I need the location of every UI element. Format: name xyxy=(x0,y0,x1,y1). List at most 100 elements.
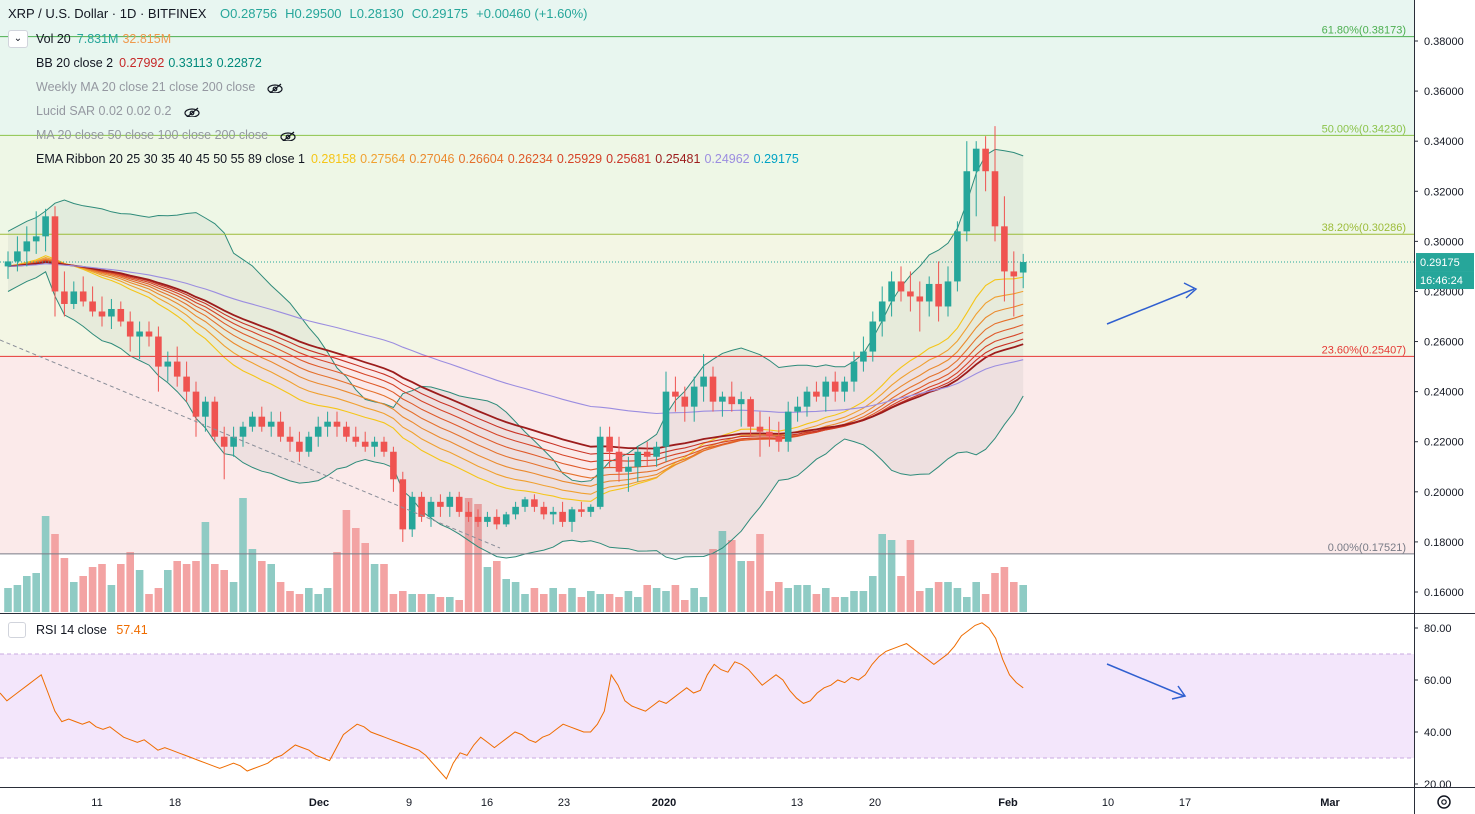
fib-zone xyxy=(0,135,1414,235)
indicator-name: EMA Ribbon 20 25 30 35 40 45 50 55 89 cl… xyxy=(36,152,305,166)
indicator-row[interactable]: Weekly MA 20 close 21 close 200 close xyxy=(36,78,283,96)
volume-bar xyxy=(126,552,134,612)
volume-bar xyxy=(502,579,510,612)
candle-body xyxy=(437,501,444,507)
rsi-line xyxy=(0,622,1024,780)
candle-body xyxy=(925,283,933,302)
volume-bar xyxy=(540,594,548,612)
rsi-axis[interactable]: 80.00 60.00 40.00 20.00 xyxy=(1414,623,1452,791)
candle-body xyxy=(126,321,134,337)
candle-body xyxy=(249,416,256,427)
volume-bar xyxy=(709,549,717,612)
volume-bar xyxy=(756,534,764,612)
candle-body xyxy=(1019,262,1027,273)
volume-bar xyxy=(51,534,59,612)
candle-body xyxy=(164,361,172,367)
ema-20-line xyxy=(7,255,1024,502)
candle-body xyxy=(756,426,764,432)
price-axis[interactable]: 0.38000 0.36000 0.34000 0.32000 0.30000 0.280… xyxy=(1414,0,1475,814)
volume-bar xyxy=(972,582,980,612)
volume-bar xyxy=(370,564,379,612)
candle-body xyxy=(202,401,209,417)
fib-label: 61.80%(0.38173) xyxy=(1322,25,1406,37)
volume-bar xyxy=(41,516,50,612)
indicator-row[interactable]: EMA Ribbon 20 25 30 35 40 45 50 55 89 cl… xyxy=(36,150,803,168)
fib-label: 0.00%(0.17521) xyxy=(1328,542,1406,554)
indicator-row[interactable]: BB 20 close 2 0.27992 0.33113 0.22872 xyxy=(36,54,266,72)
indicator-row[interactable]: MA 20 close 50 close 100 close 200 close xyxy=(36,126,296,144)
candle-body xyxy=(324,421,331,427)
indicator-value: 0.25481 xyxy=(655,152,701,166)
candle-body xyxy=(907,291,914,297)
volume-bar xyxy=(70,582,78,612)
candle-body xyxy=(991,171,999,227)
indicator-value: 0.26234 xyxy=(507,152,553,166)
candle-body xyxy=(982,148,989,172)
candle-body xyxy=(606,436,613,452)
candle-body xyxy=(108,308,115,317)
low-value: L0.28130 xyxy=(349,6,404,21)
candle-body xyxy=(794,406,801,412)
candle-body xyxy=(549,511,557,515)
volume-bar xyxy=(154,588,163,612)
volume-bar xyxy=(248,549,257,612)
time-axis[interactable]: 11 18 Dec 9 16 23 2020 13 20 Feb 10 17 Mar xyxy=(0,787,1475,810)
volume-bar xyxy=(483,567,492,612)
candle-body xyxy=(42,216,49,237)
volume-bar xyxy=(1000,567,1009,612)
settings-gear-icon[interactable] xyxy=(1437,795,1451,809)
volume-bar xyxy=(737,561,745,612)
volume-bar xyxy=(822,588,830,612)
hidden-eye-icon[interactable] xyxy=(267,83,283,93)
candle-body xyxy=(719,396,726,402)
price-tick-label: 0.24000 xyxy=(1424,387,1464,399)
ema-35-line xyxy=(7,259,1024,479)
volume-bar xyxy=(981,594,990,612)
indicator-row[interactable]: Vol 20 7.831M 32.815M xyxy=(36,30,175,48)
volume-bar xyxy=(859,591,868,612)
symbol-title[interactable]: XRP / U.S. Dollar · 1D · BITFINEX xyxy=(8,6,207,21)
indicator-row[interactable]: Lucid SAR 0.02 0.02 0.2 xyxy=(36,102,200,120)
candle-body xyxy=(690,386,698,407)
time-tick-label: 13 xyxy=(791,797,803,809)
time-tick-label: Feb xyxy=(998,797,1018,809)
rsi-divergence-arrow xyxy=(1106,663,1185,697)
volume-bar xyxy=(934,582,943,612)
collapse-legend-button[interactable]: ⌄ xyxy=(8,30,28,48)
rsi-tick-label: 20.00 xyxy=(1424,779,1452,791)
volume-bar xyxy=(577,597,586,612)
price-tick-label: 0.28000 xyxy=(1424,286,1464,298)
volume-bar xyxy=(493,561,501,612)
volume-bar xyxy=(446,597,454,612)
hidden-eye-icon[interactable] xyxy=(280,131,296,141)
ema-30-line xyxy=(7,258,1024,487)
candle-body xyxy=(61,291,68,304)
volume-bar xyxy=(399,591,407,612)
candle-body xyxy=(625,466,632,472)
candle-body xyxy=(455,496,463,512)
candle-body xyxy=(888,281,895,302)
hidden-eye-icon[interactable] xyxy=(183,107,200,117)
fib-lines: 61.80%(0.38173) 50.00%(0.34230) 38.20%(0.3… xyxy=(0,25,1414,555)
open-value: O0.28756 xyxy=(220,6,278,21)
ema-ribbon xyxy=(7,255,1024,502)
rsi-pane xyxy=(0,613,1475,780)
change-value: +0.00460 (+1.60%) xyxy=(476,6,588,21)
volume-bar xyxy=(530,588,539,612)
indicator-value: 0.27046 xyxy=(409,152,455,166)
price-tick-label: 0.38000 xyxy=(1424,36,1464,48)
indicator-value: 0.28158 xyxy=(310,152,357,166)
indicator-value: 7.831M xyxy=(76,32,119,46)
fib-zone xyxy=(0,356,1414,554)
candle-body xyxy=(1010,271,1018,277)
volume-bar xyxy=(728,540,736,612)
collapse-rsi-icon[interactable] xyxy=(8,621,26,638)
candles xyxy=(4,126,1027,542)
volume-bar xyxy=(1010,582,1018,612)
time-tick-label: 23 xyxy=(558,797,570,809)
chevron-down-icon: ⌄ xyxy=(13,33,23,44)
trend-drawings[interactable] xyxy=(0,282,1198,549)
fib-zone-top xyxy=(0,0,1414,37)
candle-body xyxy=(89,301,96,312)
